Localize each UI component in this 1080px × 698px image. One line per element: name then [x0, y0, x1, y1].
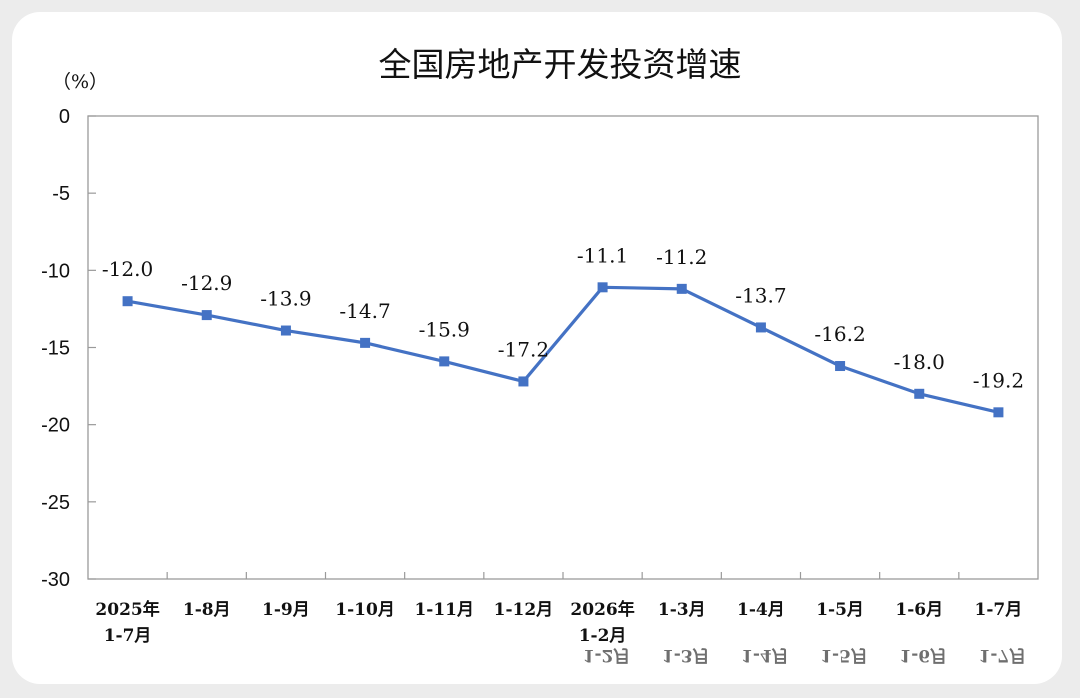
data-point-marker — [914, 388, 925, 399]
data-point-marker — [439, 356, 450, 367]
y-tick-label: -30 — [41, 569, 70, 591]
data-point-marker — [835, 361, 846, 372]
y-tick-label: -10 — [41, 260, 70, 282]
data-label: -12.9 — [181, 271, 232, 295]
y-tick-label: -25 — [41, 492, 70, 514]
x-tick-label: 1-11月 — [414, 600, 474, 620]
data-point-marker — [280, 325, 291, 336]
x-tick-label: 1-9月 — [262, 600, 310, 620]
y-tick-label: -15 — [41, 338, 70, 360]
bleed-through-text: 1-2月 1-3月 1-4月 1-5月 1-6月 1-7月 — [583, 645, 1027, 665]
data-point-marker — [993, 407, 1004, 418]
x-tick-label: 2026年 — [570, 599, 634, 620]
y-axis-unit: （%） — [52, 71, 108, 93]
x-tick-label: 1-7月 — [975, 600, 1023, 620]
y-tick-label: -20 — [41, 415, 70, 437]
data-point-marker — [122, 296, 133, 307]
x-tick-label: 1-7月 — [104, 626, 152, 646]
plot-area-frame — [87, 115, 1039, 580]
y-tick-label: 0 — [59, 106, 70, 128]
data-point-marker — [755, 322, 766, 333]
series-line — [127, 285, 999, 414]
data-label: -15.9 — [419, 317, 470, 341]
data-label: -13.9 — [260, 287, 311, 311]
series-line-group — [122, 282, 1004, 418]
data-label: -18.0 — [894, 350, 945, 374]
x-tick-label: 1-12月 — [494, 600, 554, 620]
x-tick-label: 1-3月 — [658, 600, 706, 620]
mirrored-tick-label: 1-5月 — [820, 645, 868, 665]
data-point-marker — [597, 282, 608, 293]
x-tick-label: 1-8月 — [183, 600, 231, 620]
x-tick-label: 1-10月 — [335, 600, 395, 620]
data-label: -16.2 — [814, 322, 865, 346]
mirrored-tick-label: 1-6月 — [899, 645, 947, 665]
data-labels: -12.0 -12.9 -13.9 -14.7 -15.9 -17.2 -11.1 -11.2… — [102, 243, 1024, 392]
data-label: -11.2 — [656, 245, 707, 269]
chart-title: 全国房地产开发投资增速 — [379, 45, 742, 84]
x-axis: 2025年 1-7月 1-8月 1-9月 1-10月 1-11月 1-12月 2026年 1-2… — [95, 572, 1022, 646]
chart-card — [12, 12, 1062, 684]
data-point-marker — [518, 376, 529, 387]
mirrored-tick-label: 1-7月 — [979, 645, 1027, 665]
x-tick-label: 1-6月 — [895, 600, 943, 620]
data-label: -13.7 — [735, 283, 786, 307]
data-label: -12.0 — [102, 257, 153, 281]
x-tick-label: 1-4月 — [737, 600, 785, 620]
x-tick-label: 1-2月 — [579, 626, 627, 646]
data-label: -19.2 — [973, 368, 1024, 392]
mirrored-tick-label: 1-2月 — [583, 645, 631, 665]
data-label: -14.7 — [339, 299, 390, 323]
x-tick-label: 2025年 — [95, 599, 159, 620]
mirrored-tick-label: 1-4月 — [741, 645, 789, 665]
data-point-marker — [676, 283, 687, 294]
data-label: -11.1 — [577, 243, 628, 267]
data-point-marker — [201, 310, 212, 321]
mirrored-tick-label: 1-3月 — [662, 645, 710, 665]
x-tick-label: 1-5月 — [816, 600, 864, 620]
data-label: -17.2 — [498, 337, 549, 361]
y-axis: 0 -5 -10 -15 -20 -25 -30 — [41, 106, 96, 591]
y-tick-label: -5 — [52, 183, 70, 205]
data-point-marker — [360, 337, 371, 348]
